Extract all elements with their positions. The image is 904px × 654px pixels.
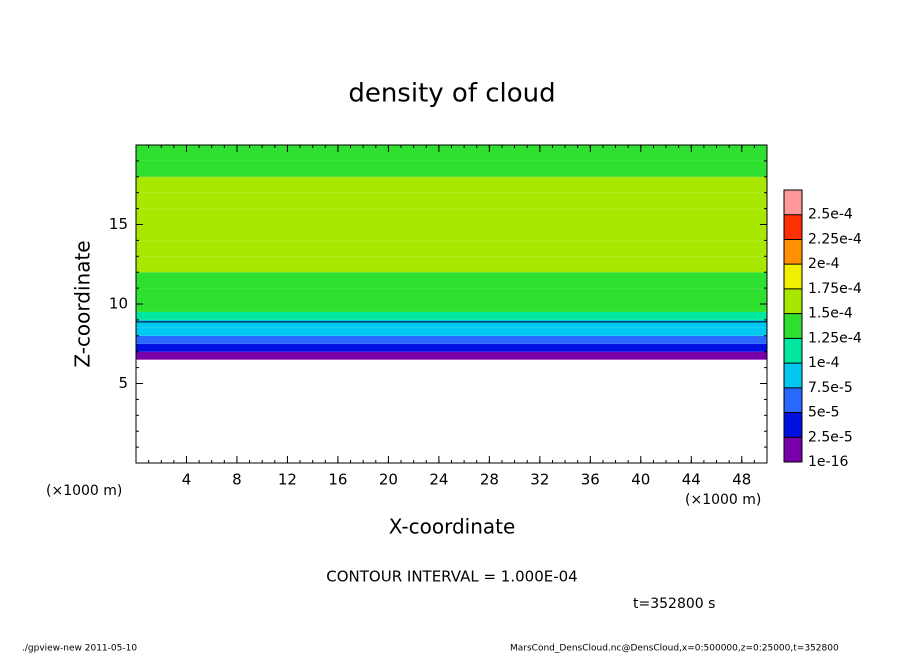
field-band (136, 272, 767, 289)
colorbar-label: 1.75e-4 (808, 281, 862, 297)
field-band (136, 224, 767, 241)
colorbar-label: 2.25e-4 (808, 231, 862, 247)
colorbar-swatch (784, 288, 802, 314)
y-tick-label: 5 (118, 374, 128, 392)
field-band (136, 145, 767, 161)
colorbar-swatch (784, 264, 802, 289)
field-band (136, 288, 767, 304)
field-band (136, 351, 767, 360)
colorbar-label: 2.5e-4 (808, 207, 853, 223)
colorbar-label: 5e-5 (808, 405, 839, 421)
y-tick-label: 10 (109, 295, 128, 313)
colorbar-swatch (784, 437, 802, 462)
footer-left: ./gpview-new 2011-05-10 (22, 644, 137, 654)
field-band (136, 335, 767, 344)
chart-title: density of cloud (348, 79, 555, 109)
colorbar-label: 7.5e-5 (808, 380, 853, 396)
colorbar-swatch (784, 239, 802, 265)
x-tick-label: 16 (328, 471, 347, 489)
colorbar-label: 1e-16 (808, 454, 848, 470)
field-band (136, 319, 767, 328)
colorbar-label: 1e-4 (808, 355, 840, 371)
colorbar-label: 2e-4 (808, 256, 840, 272)
colorbar-label: 1.5e-4 (808, 306, 853, 322)
x-tick-label: 48 (732, 471, 751, 489)
colorbar-swatch (784, 387, 802, 413)
contour-note: CONTOUR INTERVAL = 1.000E-04 (326, 568, 577, 586)
field-band (136, 208, 767, 225)
x-tick-label: 32 (530, 471, 549, 489)
x-unit: (×1000 m) (685, 492, 761, 508)
field-band (136, 327, 767, 336)
x-tick-label: 20 (379, 471, 398, 489)
colorbar-swatch (784, 313, 802, 339)
y-axis-label: Z-coordinate (71, 240, 95, 367)
colorbar-label: 2.5e-5 (808, 429, 853, 445)
field-band (136, 240, 767, 257)
colorbar-swatch (784, 338, 802, 364)
colorbar-label: 1.25e-4 (808, 330, 862, 346)
x-axis-label: X-coordinate (389, 515, 516, 539)
colorbar-swatch (784, 190, 802, 215)
x-tick-label: 24 (429, 471, 448, 489)
x-tick-label: 40 (631, 471, 650, 489)
x-tick-label: 28 (480, 471, 499, 489)
field-band (136, 160, 767, 177)
colorbar-swatch (784, 214, 802, 240)
field-band (136, 192, 767, 209)
time-note: t=352800 s (633, 596, 715, 612)
colorbar-swatch (784, 363, 802, 388)
y-tick-label: 15 (109, 215, 128, 233)
x-tick-label: 36 (581, 471, 600, 489)
field-band (136, 176, 767, 193)
x-tick-label: 12 (278, 471, 297, 489)
footer-right: MarsCond_DensCloud.nc@DensCloud,x=0:5000… (510, 644, 839, 654)
field-band (136, 256, 767, 273)
x-unit: (×1000 m) (46, 483, 122, 499)
x-tick-label: 4 (182, 471, 192, 489)
colorbar-swatch (784, 412, 802, 438)
field-band (136, 311, 767, 320)
x-tick-label: 44 (682, 471, 701, 489)
x-tick-label: 8 (232, 471, 242, 489)
field-band (136, 304, 767, 312)
field-band (136, 343, 767, 352)
